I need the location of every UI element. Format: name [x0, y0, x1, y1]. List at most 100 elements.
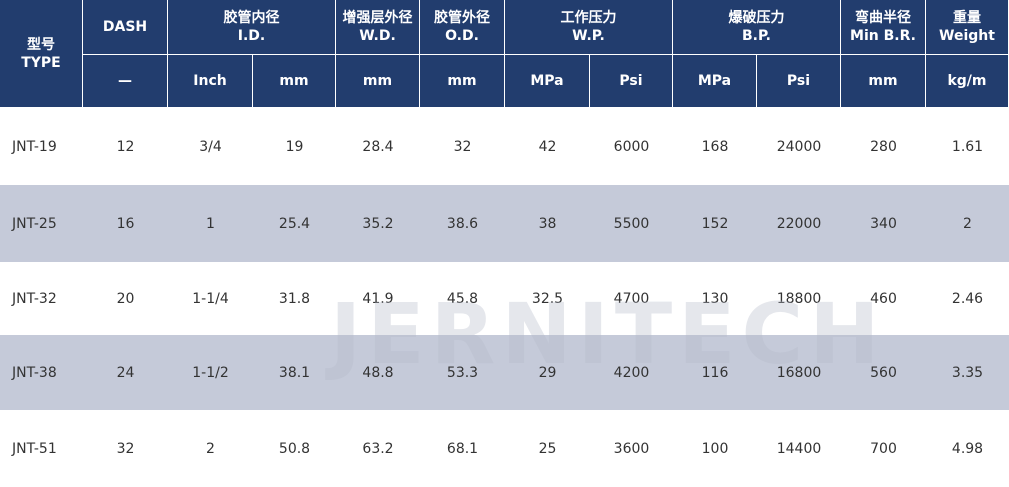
table-cell: 100: [673, 410, 757, 487]
text: 31.8: [278, 290, 311, 307]
header-cell: 胶管外径 O.D.: [420, 0, 505, 55]
unit-cell: kg/m: [926, 55, 1009, 108]
text: O.D.: [445, 28, 479, 44]
text: I.D.: [237, 28, 266, 44]
text: 32.5: [531, 290, 564, 307]
table-cell: 3.35: [926, 335, 1009, 410]
table-cell: 5500: [590, 185, 673, 262]
table-cell: 1-1/2: [168, 335, 253, 410]
text: TYPE: [21, 54, 61, 71]
table-cell: 116: [673, 335, 757, 410]
table-cell: 38: [505, 185, 590, 262]
table-cell: 2: [926, 185, 1009, 262]
text: 14400: [776, 440, 822, 457]
unit-cell: MPa: [673, 55, 757, 108]
row-band: [0, 335, 1009, 410]
table-cell: 35.2: [336, 185, 420, 262]
text: 1-1/4: [192, 290, 229, 307]
text: 22000: [776, 215, 822, 232]
text: 560: [870, 364, 897, 381]
table-cell: 16: [83, 185, 168, 262]
text: 53.3: [446, 364, 479, 381]
table-cell: 700: [841, 410, 926, 487]
table-cell: 4.98: [926, 410, 1009, 487]
table-cell: 560: [841, 335, 926, 410]
text: 型号: [27, 36, 55, 53]
text: 重量: [953, 10, 981, 26]
table-cell: 3/4: [168, 108, 253, 185]
text: 2.46: [951, 290, 984, 307]
text: 45.8: [446, 290, 479, 307]
text: 增强层外径: [342, 10, 413, 26]
text: 16: [116, 215, 135, 232]
table-cell: 2.46: [926, 262, 1009, 335]
table-cell: 4200: [590, 335, 673, 410]
text: 18800: [776, 290, 822, 307]
text: 胶管内径: [223, 10, 280, 26]
text: 700: [870, 440, 897, 457]
text: 4200: [613, 364, 650, 381]
text: 4.98: [951, 440, 984, 457]
text: 2: [963, 215, 972, 232]
text: 爆破压力: [728, 10, 785, 26]
text: 280: [870, 138, 897, 155]
text: 32: [116, 440, 135, 457]
text: W.D.: [359, 28, 396, 44]
text: 168: [701, 138, 729, 155]
text: 4700: [613, 290, 650, 307]
text: Psi: [619, 73, 643, 89]
text: JNT-19: [12, 138, 57, 155]
text: MPa: [697, 73, 732, 89]
unit-cell: mm: [420, 55, 505, 108]
table-cell: 18800: [757, 262, 841, 335]
table-cell: 24: [83, 335, 168, 410]
table-cell: 24000: [757, 108, 841, 185]
text: 63.2: [362, 440, 394, 457]
row-band: [0, 185, 1009, 262]
text: 460: [870, 290, 897, 307]
table-cell: 63.2: [336, 410, 420, 487]
unit-cell: MPa: [505, 55, 590, 108]
unit-cell: Psi: [590, 55, 673, 108]
table-cell: 19: [253, 108, 336, 185]
text: 3/4: [199, 138, 222, 155]
text: 100: [701, 440, 729, 457]
unit-cell: Inch: [168, 55, 253, 108]
text: JNT-51: [12, 440, 57, 457]
table-cell: 1-1/4: [168, 262, 253, 335]
text: 116: [701, 364, 729, 381]
text: 41.9: [362, 290, 394, 307]
text: 24000: [776, 138, 822, 155]
text: JNT-25: [12, 215, 57, 232]
text: 16800: [776, 364, 822, 381]
text: DASH: [102, 19, 148, 35]
table-cell: 168: [673, 108, 757, 185]
text: 35.2: [362, 215, 394, 232]
header-cell: DASH: [83, 0, 168, 55]
table-cell: 41.9: [336, 262, 420, 335]
text: 48.8: [362, 364, 394, 381]
table-cell: JNT-25: [0, 185, 83, 262]
table-cell: JNT-32: [0, 262, 83, 335]
text: 24: [116, 364, 135, 381]
table-cell: 22000: [757, 185, 841, 262]
table-cell: 25: [505, 410, 590, 487]
unit-cell: mm: [253, 55, 336, 108]
text: 32: [453, 138, 472, 155]
header-cell: 重量 Weight: [926, 0, 1009, 55]
table-cell: JNT-19: [0, 108, 83, 185]
text: mm: [868, 73, 898, 89]
text: 20: [116, 290, 135, 307]
text: B.P.: [742, 28, 771, 44]
text: mm: [279, 73, 309, 89]
table-cell: 48.8: [336, 335, 420, 410]
table-cell: 29: [505, 335, 590, 410]
header-cell: 弯曲半径 Min B.R.: [841, 0, 926, 55]
table-cell: 130: [673, 262, 757, 335]
text: 19: [285, 138, 304, 155]
text: 胶管外径: [434, 10, 490, 26]
table-cell: 3600: [590, 410, 673, 487]
text: MPa: [530, 73, 564, 89]
header-cell: 型号 TYPE: [0, 0, 83, 108]
